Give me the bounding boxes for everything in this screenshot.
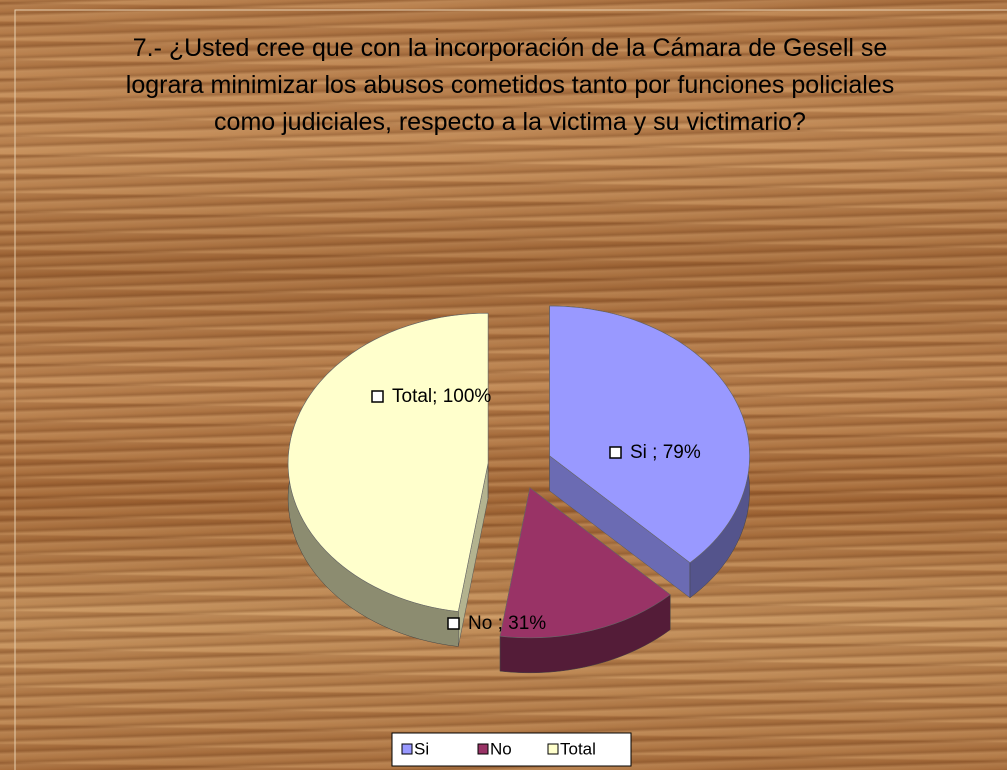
slice [499, 487, 671, 639]
label-key [371, 390, 384, 403]
slice [287, 312, 489, 612]
legend-label: No [490, 739, 512, 758]
data-label: Total; 100% [392, 386, 491, 407]
legend-label: Total [560, 739, 596, 758]
slice [549, 305, 750, 564]
chart-frame [14, 9, 1007, 770]
legend-swatch [401, 743, 413, 755]
legend-swatch [547, 743, 559, 755]
data-label: Si ; 79% [630, 442, 701, 463]
label-key [609, 446, 622, 459]
legend-label: Si [414, 739, 429, 758]
legend-swatch [477, 743, 489, 755]
chart-title: 7.- ¿Usted cree que con la incorporación… [125, 34, 895, 136]
label-key [447, 617, 460, 630]
legend-box [391, 732, 632, 767]
data-label: No ; 31% [468, 613, 546, 634]
